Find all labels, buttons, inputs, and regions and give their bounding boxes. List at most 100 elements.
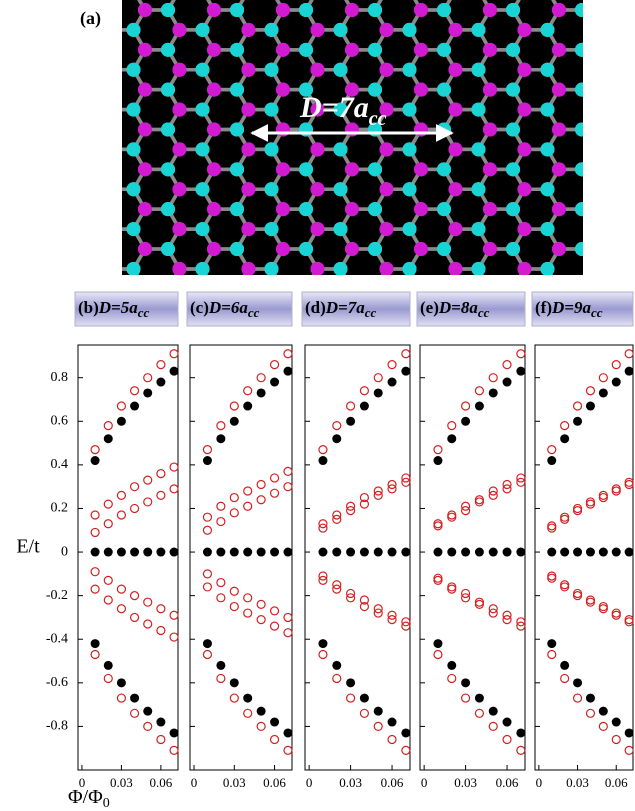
data-point — [157, 491, 165, 499]
data-point — [271, 607, 279, 615]
panel: (c)D=6acc00.030.06 — [187, 292, 292, 790]
atom — [92, 123, 106, 137]
bond — [617, 169, 629, 189]
data-point — [203, 456, 212, 465]
atom — [449, 103, 463, 117]
bond — [582, 209, 594, 229]
data-point — [117, 678, 126, 687]
data-point — [625, 350, 633, 358]
data-point — [117, 585, 125, 593]
atom — [207, 83, 221, 97]
bond — [99, 229, 111, 249]
data-point — [447, 434, 456, 443]
data-point — [271, 735, 279, 743]
data-point — [91, 446, 99, 454]
atom — [196, 23, 210, 37]
data-point — [612, 718, 621, 727]
data-point — [625, 728, 634, 737]
data-point — [347, 402, 355, 410]
data-point — [599, 374, 607, 382]
data-point — [203, 446, 211, 454]
atom — [161, 162, 175, 176]
data-point — [170, 548, 179, 557]
atom — [92, 83, 106, 97]
x-tick-label: 0 — [306, 775, 313, 790]
atom — [368, 202, 382, 216]
atom — [230, 43, 244, 57]
atom — [575, 242, 589, 256]
data-point — [203, 513, 211, 521]
data-point — [434, 650, 442, 658]
data-point — [143, 548, 152, 557]
series — [91, 585, 178, 641]
data-point — [203, 526, 211, 534]
bond — [65, 209, 77, 229]
data-point — [104, 500, 112, 508]
data-point — [157, 735, 165, 743]
atom — [69, 43, 83, 57]
bond — [617, 229, 629, 249]
atom — [69, 242, 83, 256]
bond — [99, 70, 111, 90]
data-point — [548, 650, 556, 658]
x-tick-label: 0.03 — [339, 775, 362, 790]
data-point — [230, 494, 238, 502]
x-tick-label: 0.03 — [454, 775, 477, 790]
atom — [92, 162, 106, 176]
data-point — [217, 674, 225, 682]
atom — [334, 222, 348, 236]
series — [91, 485, 178, 537]
atom — [518, 262, 532, 276]
atom — [242, 142, 256, 156]
data-point — [374, 722, 382, 730]
atom — [242, 103, 256, 117]
data-point — [216, 548, 225, 557]
atom — [276, 202, 290, 216]
data-point — [360, 709, 368, 717]
atom — [345, 3, 359, 17]
bond — [65, 130, 77, 150]
x-tick-label: 0.03 — [223, 775, 246, 790]
data-point — [271, 489, 279, 497]
data-point — [244, 594, 252, 602]
atom — [621, 162, 635, 176]
atom — [587, 23, 601, 37]
data-point — [270, 548, 279, 557]
atom — [242, 222, 256, 236]
atom — [196, 262, 210, 276]
data-point — [462, 694, 470, 702]
atom — [506, 3, 520, 17]
data-point — [360, 694, 369, 703]
data-point — [144, 598, 152, 606]
series — [318, 548, 410, 557]
atom — [610, 63, 624, 77]
atom — [138, 202, 152, 216]
series — [203, 367, 293, 465]
atom — [472, 103, 486, 117]
atom — [173, 63, 187, 77]
atom — [196, 182, 210, 196]
data-point — [257, 374, 265, 382]
data-point — [360, 402, 369, 411]
atom — [610, 103, 624, 117]
data-point — [104, 434, 113, 443]
series — [203, 548, 293, 557]
atom — [414, 83, 428, 97]
data-point — [216, 434, 225, 443]
data-point — [360, 548, 369, 557]
data-point — [243, 548, 252, 557]
atom — [472, 23, 486, 37]
data-point — [489, 374, 497, 382]
data-point — [131, 483, 139, 491]
bond — [65, 189, 77, 209]
atom — [345, 43, 359, 57]
data-point — [447, 661, 456, 670]
atom — [403, 23, 417, 37]
atom — [104, 182, 118, 196]
atom — [610, 142, 624, 156]
data-point — [257, 722, 265, 730]
data-point — [360, 387, 368, 395]
y-tick-label: 0.4 — [51, 457, 69, 472]
data-point — [612, 548, 621, 557]
atom — [403, 182, 417, 196]
